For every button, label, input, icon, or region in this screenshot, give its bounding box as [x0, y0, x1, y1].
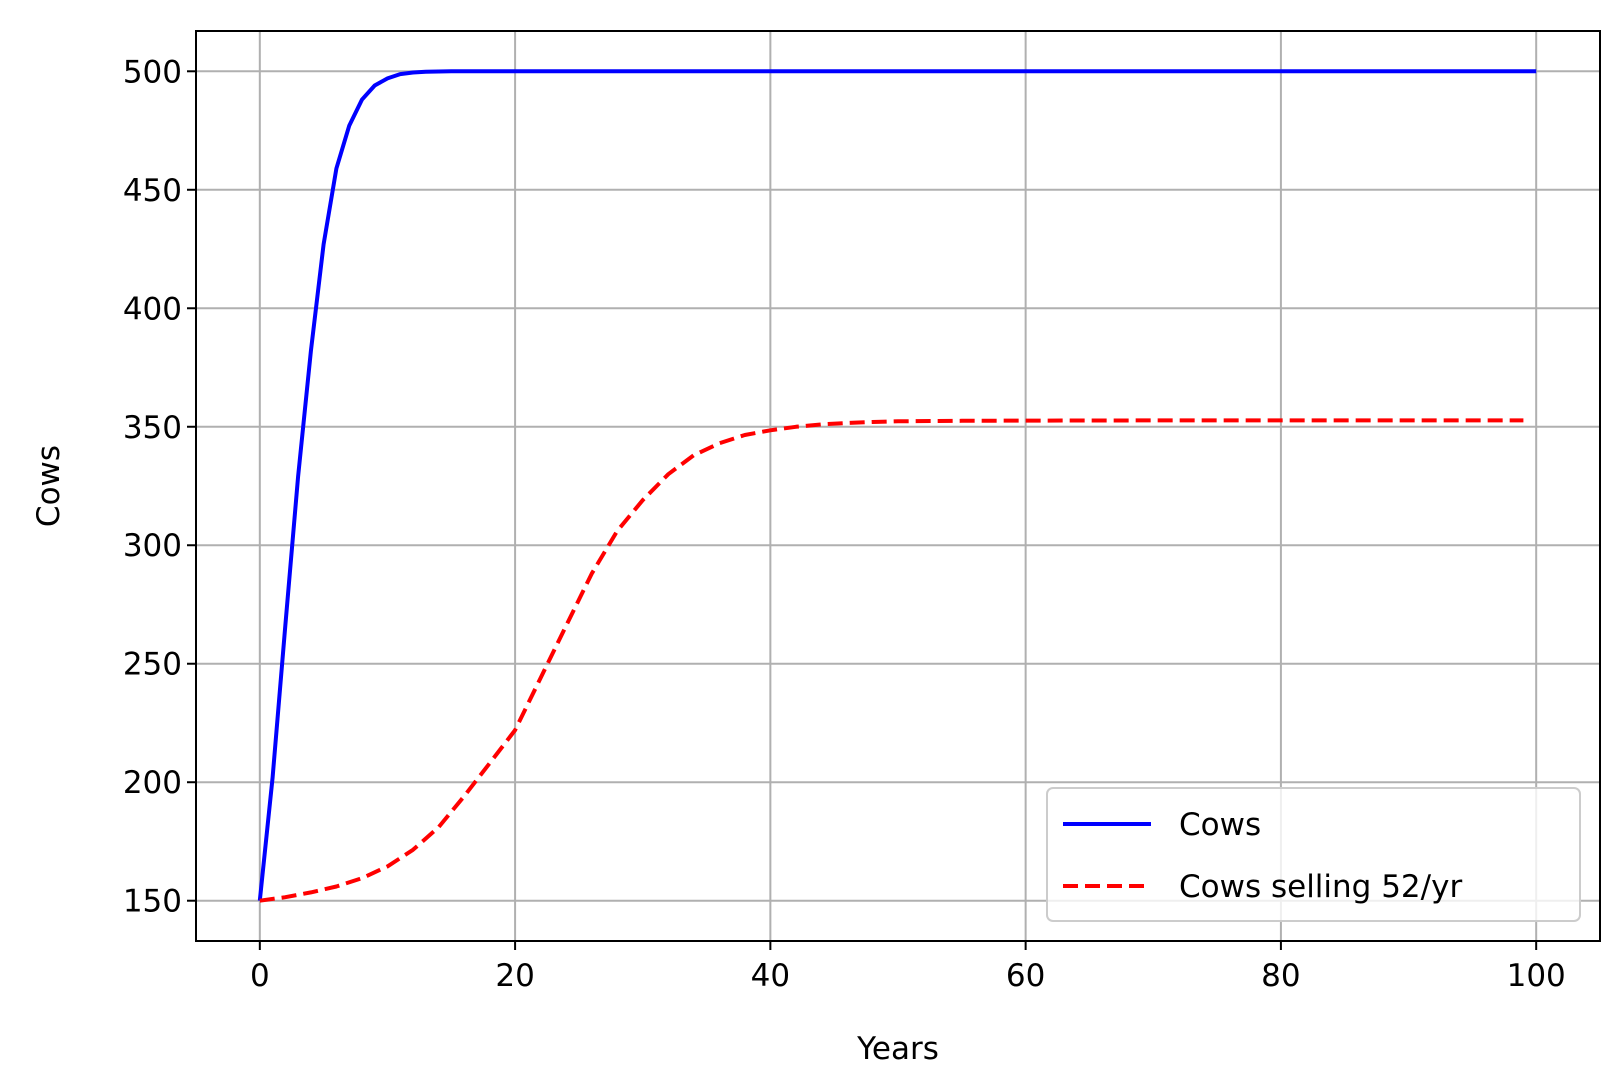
legend-box: [1046, 787, 1581, 922]
y-tick-label: 500: [123, 54, 182, 90]
x-tick-label: 0: [250, 958, 270, 994]
series-group: [257, 69, 1537, 903]
legend: Cows Cows selling 52/yr: [1046, 787, 1581, 922]
y-tick-label: 450: [123, 173, 182, 209]
y-tick-label: 300: [123, 528, 182, 564]
series-line-1: [257, 69, 1537, 901]
legend-label: Cows: [1179, 807, 1261, 843]
x-axis-label: Years: [856, 1031, 939, 1067]
y-tick-label: 400: [123, 291, 182, 327]
y-tick-label: 250: [123, 647, 182, 683]
x-tick-label: 80: [1261, 958, 1300, 994]
x-tick-label: 60: [1006, 958, 1045, 994]
y-tick-label: 150: [123, 884, 182, 920]
y-tick-label: 350: [123, 410, 182, 446]
series-line-2: [259, 418, 1524, 903]
x-tick-label: 40: [751, 958, 790, 994]
legend-label: Cows selling 52/yr: [1179, 869, 1462, 905]
plot-frame: [195, 30, 1601, 942]
ticks: 0 20 40 60 80 100 150 200 250 300 350 400 450 500: [123, 54, 1566, 994]
x-tick-label: 20: [495, 958, 534, 994]
y-tick-label: 200: [123, 765, 182, 801]
y-axis-label: Cows: [31, 445, 67, 527]
x-tick-label: 100: [1507, 958, 1566, 994]
